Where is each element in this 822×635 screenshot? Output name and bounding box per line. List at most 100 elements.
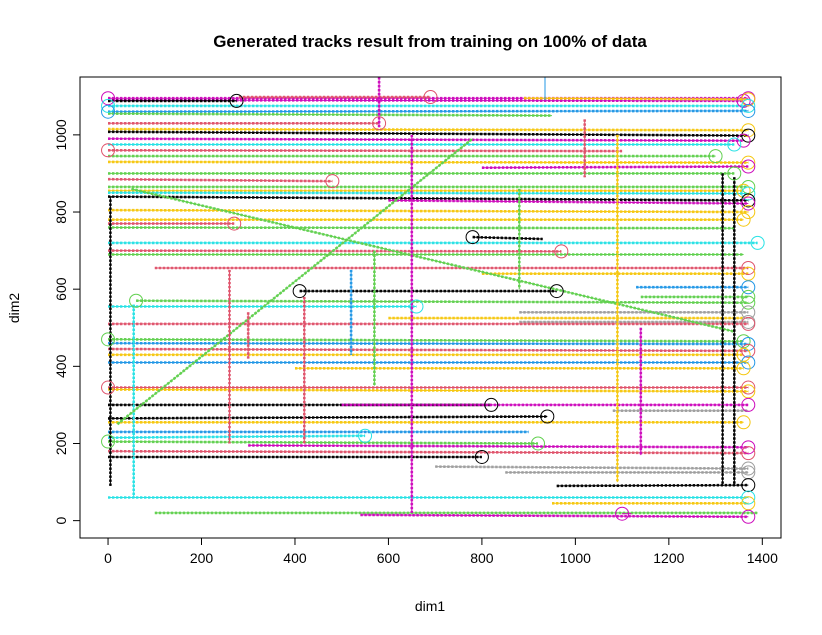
track-line: [472, 236, 543, 240]
track-end-circle: [736, 361, 751, 376]
track-end-circle: [736, 415, 751, 430]
track-58: [107, 440, 539, 445]
track-points: [107, 226, 735, 230]
track-points: [435, 465, 749, 470]
track-28: [472, 235, 543, 241]
track-10: [107, 130, 749, 137]
track-22: [107, 195, 749, 202]
track-end-circle: [741, 155, 756, 170]
track-points: [481, 165, 749, 169]
track-points: [107, 195, 749, 202]
track-points: [136, 299, 749, 304]
track-points: [107, 449, 749, 455]
track-24: [107, 208, 749, 214]
y-tick-label: 1000: [53, 119, 69, 150]
track-points: [107, 347, 749, 353]
track-end-circle: [741, 397, 756, 412]
track-end-circle: [741, 280, 756, 295]
track-start-circle: [129, 293, 144, 308]
track-end-circle: [741, 384, 756, 399]
y-tick-label: 400: [53, 354, 69, 378]
track-end-circle: [229, 93, 244, 108]
x-tick-label: 0: [104, 550, 112, 566]
track-end-circle: [741, 260, 756, 275]
track-end-circle: [484, 397, 499, 412]
track-end-circle: [741, 343, 756, 358]
track-start-circle: [615, 506, 630, 521]
track-points: [107, 112, 553, 117]
track-end-circle: [750, 235, 765, 250]
track-end-circle: [741, 440, 756, 455]
track-end-circle: [741, 98, 756, 113]
track-end-circle: [741, 380, 756, 395]
chart-title: Generated tracks result from training on…: [213, 32, 647, 51]
track-points: [107, 177, 333, 183]
track-68: [360, 513, 749, 519]
track-points: [107, 388, 749, 393]
track-end-circle: [741, 128, 756, 143]
track-end-circle: [358, 428, 373, 443]
track-points: [107, 208, 749, 214]
track-end-circle: [530, 436, 545, 451]
track-4: [523, 96, 749, 101]
x-tick-label: 1200: [653, 550, 684, 566]
track-end-circle: [741, 289, 756, 304]
track-points: [107, 341, 749, 346]
track-end-circle: [741, 316, 756, 331]
track-line: [556, 484, 749, 487]
track-points: [107, 338, 744, 343]
x-axis-label: dim1: [415, 598, 446, 614]
track-end-circle: [741, 159, 756, 174]
track-points: [107, 249, 562, 253]
track-27: [107, 226, 735, 230]
track-15: [107, 160, 749, 164]
track-end-circle: [727, 166, 742, 181]
track-9: [107, 127, 749, 132]
track-54: [107, 415, 548, 420]
track-end-circle: [741, 196, 756, 211]
track-end-circle: [741, 92, 756, 107]
track-64: [556, 483, 749, 488]
y-axis: 0 200 400 600 800 1000: [53, 119, 80, 525]
x-tick-label: 200: [190, 550, 214, 566]
track-end-circle: [741, 478, 756, 493]
track-59: [248, 444, 749, 449]
track-start-circle: [101, 143, 116, 158]
track-7: [107, 112, 553, 117]
track-points: [107, 130, 749, 137]
track-73: [131, 187, 735, 333]
track-end-circle: [540, 409, 555, 424]
track-45: [107, 347, 749, 353]
track-end-circle: [549, 284, 564, 299]
track-points: [107, 127, 749, 132]
track-44: [107, 341, 749, 346]
track-end-circle: [736, 347, 751, 362]
track-points: [107, 109, 749, 113]
track-50: [107, 388, 749, 393]
track-end-circle: [741, 186, 756, 201]
track-end-circle: [741, 461, 756, 476]
track-37: [136, 299, 749, 304]
track-6: [107, 109, 749, 113]
track-end-circle: [741, 509, 756, 524]
track-end-circle: [741, 446, 756, 461]
x-tick-label: 600: [377, 550, 401, 566]
y-axis-label: dim2: [6, 293, 22, 324]
track-end-circle: [741, 103, 756, 118]
track-start-circle: [292, 284, 307, 299]
track-21: [107, 191, 749, 195]
track-start-circle: [101, 91, 116, 106]
track-points: [107, 434, 366, 439]
track-72: [116, 137, 474, 426]
x-tick-label: 1400: [747, 550, 778, 566]
track-start-circle: [465, 230, 480, 245]
track-13: [107, 149, 623, 153]
track-end-circle: [741, 179, 756, 194]
x-tick-label: 400: [283, 550, 307, 566]
y-tick-label: 200: [53, 432, 69, 456]
track-60: [107, 449, 749, 455]
track-end-circle: [741, 305, 756, 320]
track-end-circle: [741, 490, 756, 505]
track-points: [131, 187, 735, 333]
track-end-circle: [736, 212, 751, 227]
